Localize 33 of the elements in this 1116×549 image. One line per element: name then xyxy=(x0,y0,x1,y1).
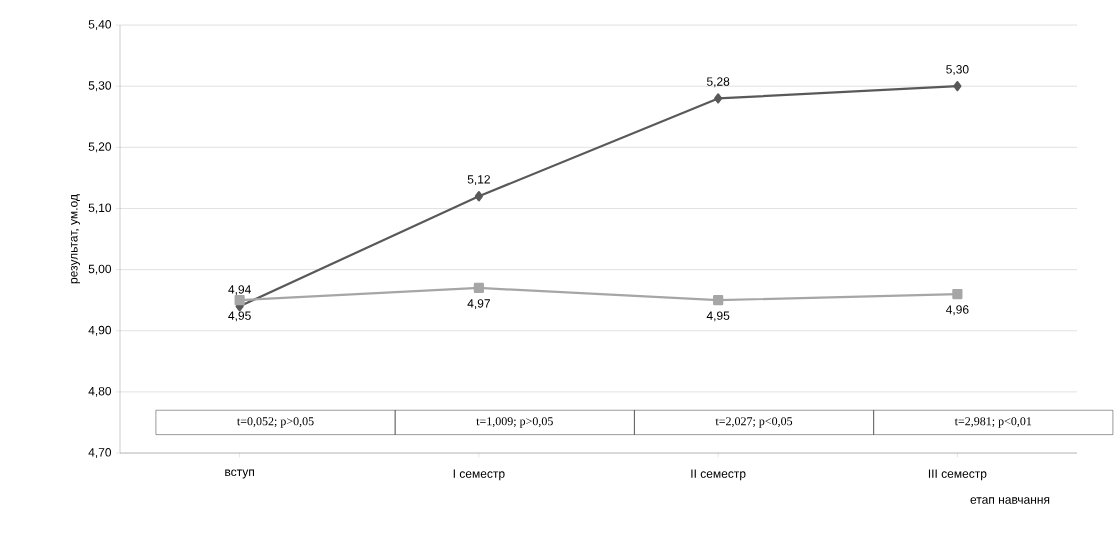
y-tick-label: 4,70 xyxy=(88,448,112,458)
data-label: 5,30 xyxy=(946,65,969,75)
data-label: 5,12 xyxy=(467,175,490,186)
x-tick-label: I семестр xyxy=(453,469,505,481)
data-label: 4,96 xyxy=(945,305,969,316)
y-tick-label: 5,10 xyxy=(88,203,112,214)
data-label: 4,95 xyxy=(228,311,251,322)
y-axis-title: результат, ум.од xyxy=(71,194,80,284)
y-tick-label: 4,90 xyxy=(88,325,112,336)
data-label: 4,94 xyxy=(228,285,251,296)
point xyxy=(953,81,962,92)
point xyxy=(952,288,963,300)
data-label: 5,28 xyxy=(706,77,730,88)
x-tick-label: III семестр xyxy=(928,469,987,481)
point xyxy=(473,282,484,294)
annotation: t=1,009; p>0,05 xyxy=(476,417,553,428)
x-tick-label: II семестр xyxy=(691,469,746,481)
data-label: 4,95 xyxy=(706,311,730,322)
point xyxy=(474,191,483,202)
y-tick-label: 5,40 xyxy=(88,20,112,30)
x-tick-label: вступ xyxy=(225,469,254,479)
annotation: t=0,052; p>0,05 xyxy=(237,417,314,428)
point xyxy=(714,93,723,104)
point xyxy=(234,295,245,306)
annotation: t=2,981; p<0,01 xyxy=(954,417,1032,428)
y-tick-label: 5,30 xyxy=(88,81,112,92)
y-tick-label: 4,80 xyxy=(88,386,112,397)
annotation: t=2,027; p<0,05 xyxy=(715,417,793,428)
x-axis-title: етап навчання xyxy=(970,497,1050,504)
y-tick-label: 5,00 xyxy=(88,264,112,275)
data-label: 4,97 xyxy=(467,299,490,310)
y-tick-label: 5,20 xyxy=(88,142,112,153)
point xyxy=(713,295,724,306)
